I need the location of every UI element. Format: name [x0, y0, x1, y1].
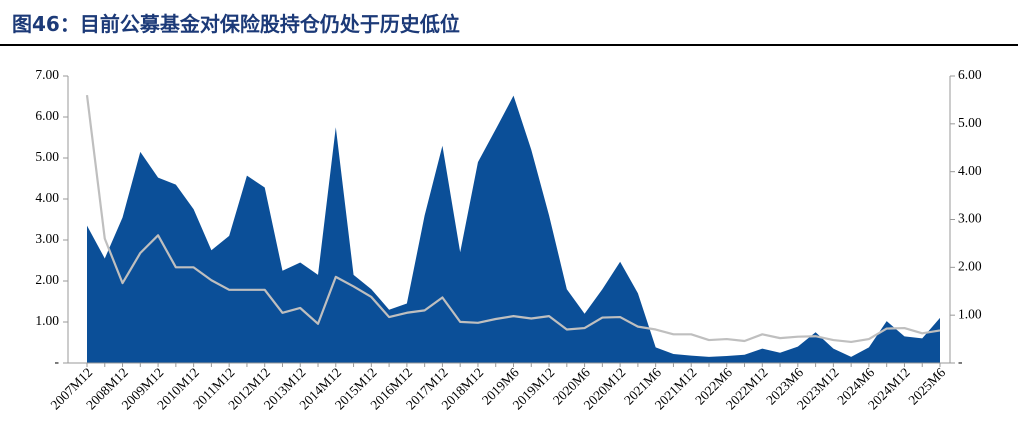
- y2-tick-label: 1.00: [958, 306, 982, 321]
- y-tick-label: 5.00: [35, 149, 59, 164]
- area: [87, 95, 940, 364]
- y-tick-label: 6.00: [35, 108, 59, 123]
- y2-tick-label: 3.00: [958, 211, 982, 226]
- chart-title: 图46：目前公募基金对保险股持仓仍处于历史低位: [12, 12, 460, 36]
- y2-tick-label: 5.00: [958, 115, 982, 130]
- line: [85, 94, 941, 344]
- y2-tick-label: 6.00: [958, 67, 982, 82]
- x-tick-label: 2025M6: [905, 365, 948, 408]
- y-tick-label: 3.00: [35, 231, 59, 246]
- y2-tick-label: -: [958, 354, 963, 369]
- y-tick-label: 1.00: [35, 313, 59, 328]
- y2-tick-label: 4.00: [958, 163, 982, 178]
- y2-tick-label: 2.00: [958, 258, 982, 273]
- y-tick-label: 7.00: [35, 67, 59, 82]
- title-rule: [0, 44, 1018, 46]
- y-tick-label: 4.00: [35, 190, 59, 205]
- y-tick-label: 2.00: [35, 272, 59, 287]
- y-tick-label: -: [55, 354, 60, 369]
